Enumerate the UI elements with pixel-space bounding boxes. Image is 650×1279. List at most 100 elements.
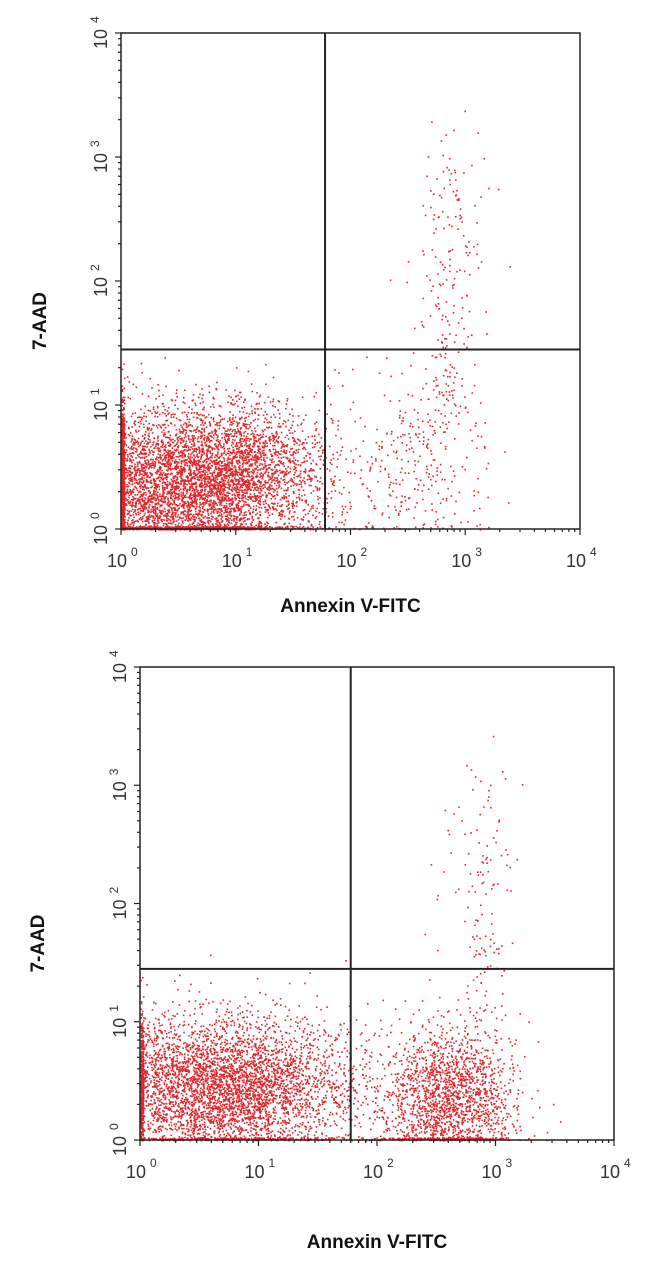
data-point	[219, 443, 221, 445]
data-point	[281, 442, 283, 444]
data-point	[240, 468, 242, 471]
data-point	[188, 503, 190, 505]
data-point	[292, 484, 295, 487]
data-point	[160, 526, 163, 529]
data-point	[127, 455, 129, 458]
data-point	[128, 510, 130, 513]
data-point	[366, 461, 369, 463]
data-point	[144, 473, 147, 475]
data-point	[121, 457, 123, 459]
data-point	[125, 436, 128, 439]
data-point	[208, 500, 210, 503]
data-point	[221, 467, 223, 470]
data-point	[268, 421, 270, 423]
data-point	[183, 496, 186, 499]
data-point	[216, 492, 218, 495]
data-point	[211, 526, 213, 528]
data-point	[172, 503, 174, 506]
data-point	[284, 471, 287, 474]
data-point	[124, 402, 126, 405]
data-point	[207, 519, 209, 522]
data-point	[244, 516, 246, 519]
data-point	[121, 390, 124, 392]
data-point	[231, 464, 233, 467]
data-point	[174, 488, 176, 490]
data-point	[223, 447, 226, 450]
data-point	[143, 445, 145, 448]
data-point	[127, 485, 130, 488]
data-point	[172, 413, 174, 415]
data-point	[272, 507, 275, 510]
data-point	[354, 420, 356, 423]
data-point	[135, 473, 137, 476]
data-point	[167, 518, 169, 520]
data-point	[201, 454, 204, 456]
data-point	[141, 468, 143, 470]
data-point	[131, 461, 133, 464]
data-point	[156, 472, 158, 475]
data-point	[302, 442, 304, 444]
data-point	[298, 499, 301, 501]
data-point	[240, 511, 243, 514]
data-point	[248, 424, 251, 426]
data-point	[236, 471, 239, 474]
data-point	[171, 509, 173, 512]
data-point	[251, 475, 253, 477]
data-point	[221, 510, 223, 512]
data-point	[203, 486, 206, 489]
data-point	[123, 481, 126, 483]
data-point	[185, 526, 188, 529]
data-point	[143, 477, 146, 479]
data-point	[123, 377, 126, 380]
data-point	[134, 463, 136, 466]
data-point	[162, 488, 164, 491]
data-point	[156, 411, 159, 414]
data-point	[140, 484, 143, 486]
data-point	[167, 459, 170, 461]
data-point	[205, 461, 208, 464]
data-point	[146, 503, 148, 505]
data-point	[277, 502, 279, 505]
data-point	[146, 475, 148, 478]
data-point	[155, 522, 157, 525]
data-point	[172, 451, 174, 453]
data-point	[152, 526, 155, 528]
data-point	[283, 497, 285, 500]
data-point	[126, 484, 128, 486]
data-point	[234, 439, 236, 441]
data-point	[209, 422, 211, 425]
data-point	[147, 511, 149, 513]
data-point	[196, 526, 199, 529]
data-point	[123, 417, 125, 420]
data-point	[240, 508, 242, 510]
data-point	[127, 433, 130, 436]
data-point	[130, 455, 132, 457]
data-point	[216, 423, 218, 425]
data-point	[259, 511, 261, 513]
data-point	[158, 389, 160, 392]
data-point	[134, 420, 136, 423]
data-point	[135, 386, 138, 389]
data-point	[242, 463, 244, 466]
data-point	[350, 505, 352, 508]
data-point	[221, 513, 223, 516]
data-point	[216, 504, 218, 506]
data-point	[154, 415, 156, 418]
data-point	[298, 444, 301, 446]
data-point	[152, 509, 155, 512]
data-point	[271, 527, 274, 529]
data-point	[127, 501, 130, 504]
data-point	[303, 508, 306, 511]
data-point	[148, 499, 151, 502]
data-point	[158, 503, 160, 505]
data-point	[292, 500, 294, 503]
data-point	[150, 495, 153, 497]
data-point	[197, 446, 200, 448]
data-point	[330, 480, 333, 482]
data-point	[165, 419, 167, 422]
data-point	[211, 447, 213, 449]
data-point	[200, 458, 202, 460]
data-point	[228, 461, 231, 463]
data-point	[246, 449, 249, 452]
data-point	[215, 388, 218, 391]
